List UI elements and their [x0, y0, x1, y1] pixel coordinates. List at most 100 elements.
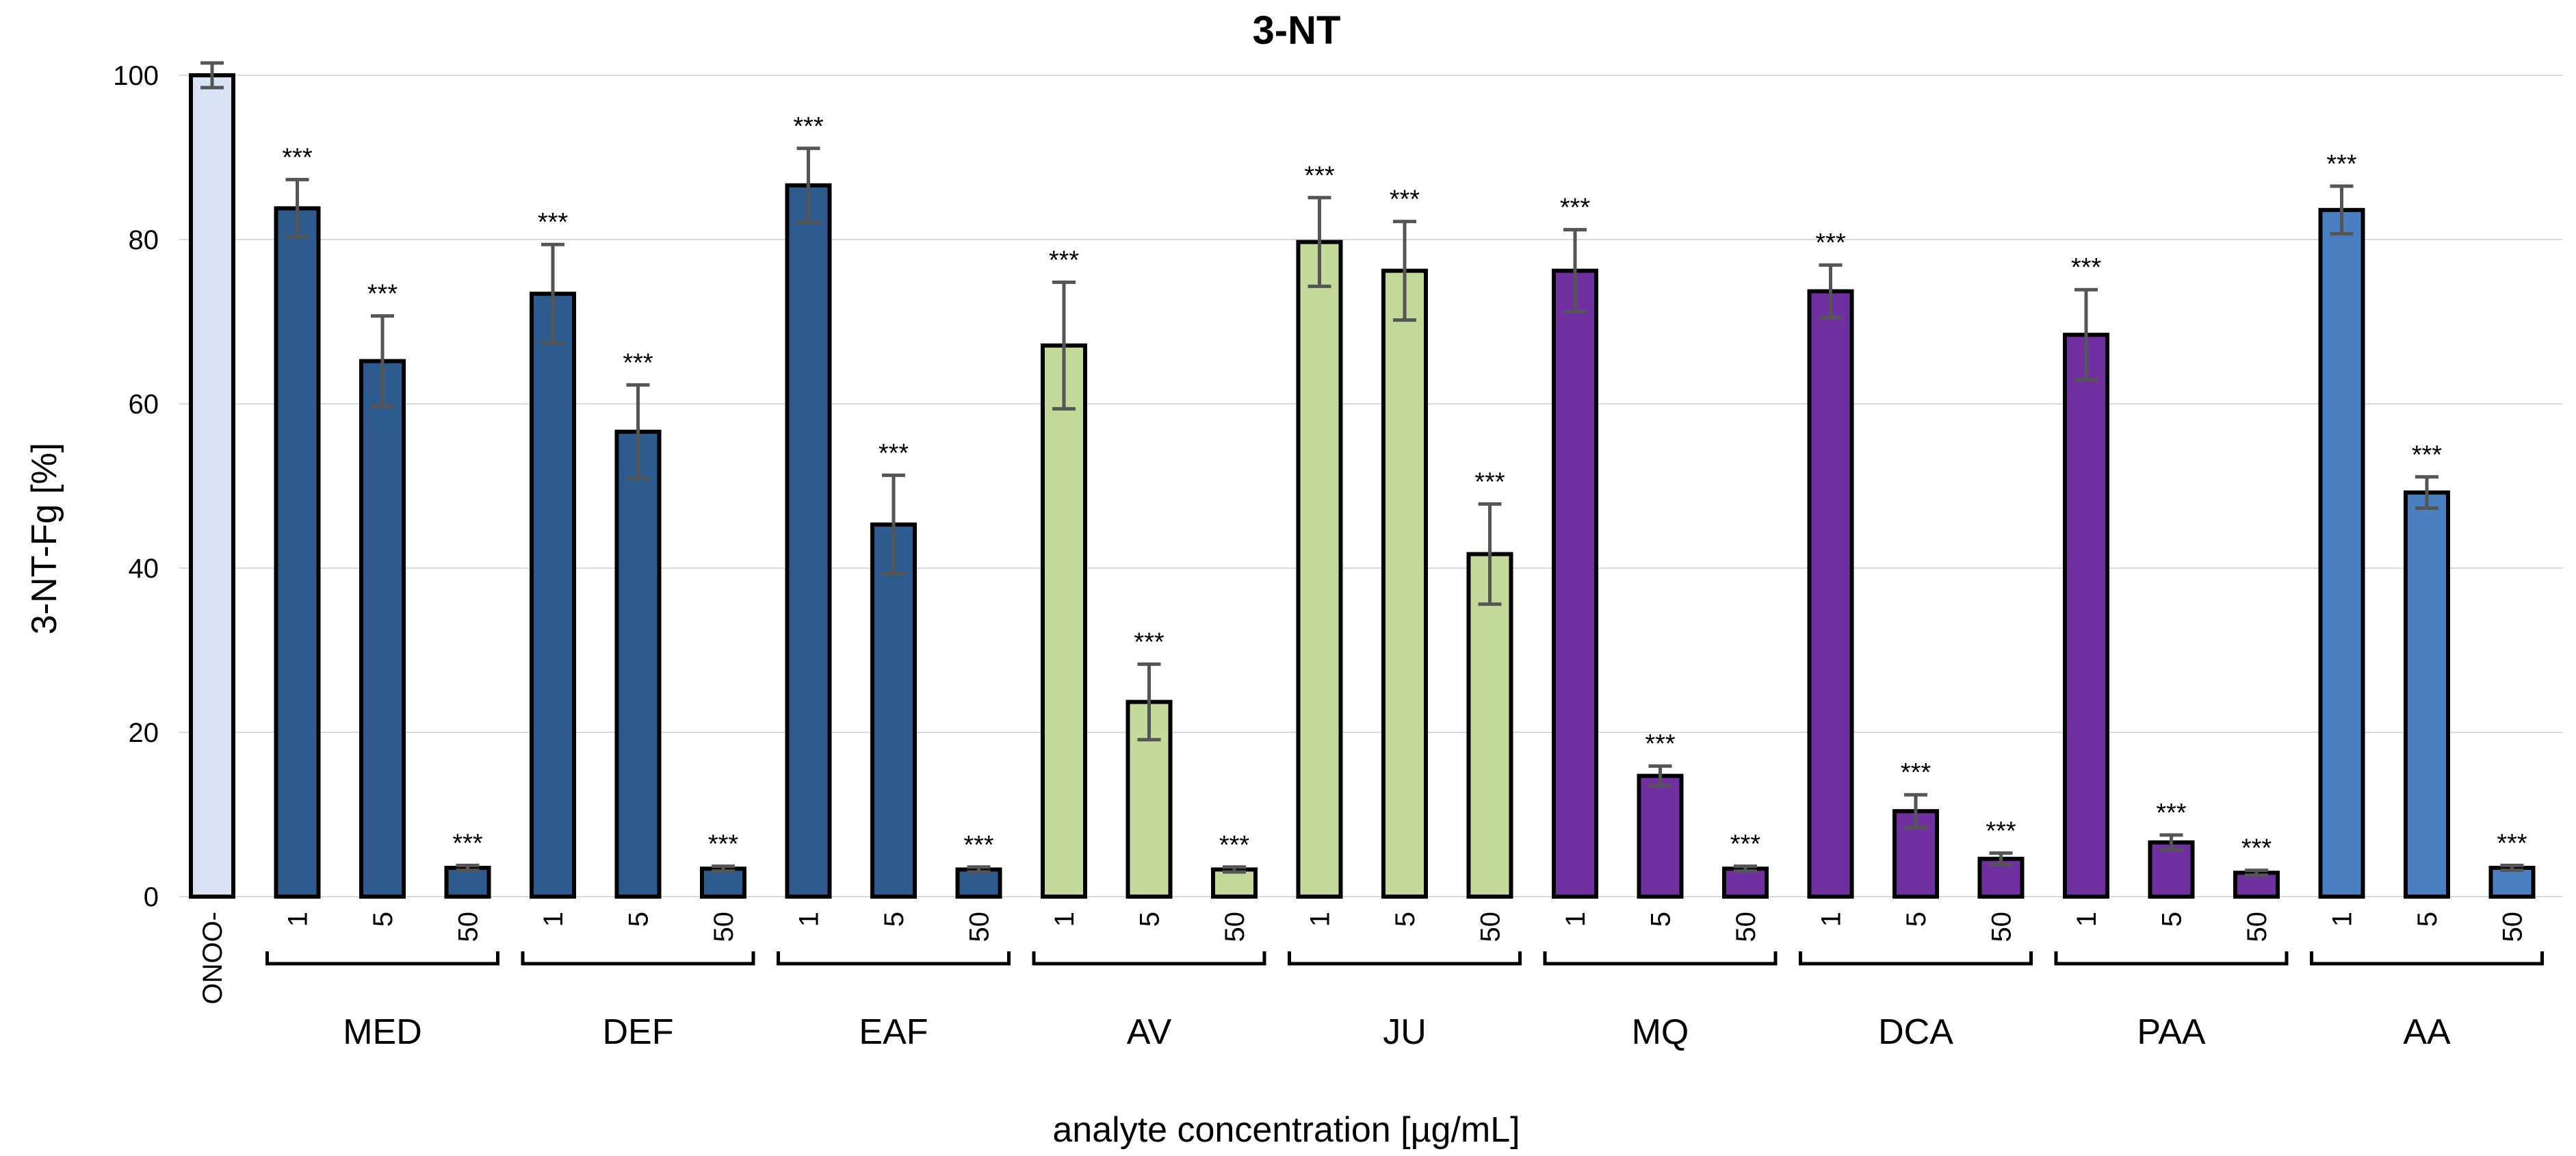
significance-label: ***	[1901, 758, 1931, 787]
significance-label: ***	[1986, 817, 2016, 845]
group-label: AV	[1127, 1012, 1172, 1052]
x-tick-label: 1	[1561, 912, 1591, 927]
significance-label: ***	[2497, 829, 2527, 858]
significance-label: ***	[1049, 246, 1080, 274]
bar	[1722, 866, 1769, 899]
x-tick-label: 50	[1476, 912, 1506, 942]
bar	[1296, 240, 1343, 899]
group-label: DEF	[603, 1012, 674, 1052]
x-tick-label: 50	[2498, 912, 2528, 942]
x-tick-label: 5	[879, 912, 909, 927]
y-tick-label: 40	[129, 554, 159, 584]
control-label: ONOO-	[198, 912, 228, 1005]
x-tick-label: 1	[1305, 912, 1336, 927]
bars	[189, 73, 2536, 899]
significance-label: ***	[2412, 441, 2443, 470]
x-tick-label: 5	[624, 912, 654, 927]
significance-labels: *** *** *** *** *** *** *** *** *** *** *** *** *** *…	[282, 112, 2527, 863]
error-bars	[200, 61, 2524, 877]
x-tick-label: 1	[2328, 912, 2358, 927]
group-label: AA	[2403, 1012, 2451, 1052]
group-label: PAA	[2137, 1012, 2206, 1052]
significance-label: ***	[623, 348, 653, 377]
x-tick-label: 5	[1135, 912, 1165, 927]
significance-label: ***	[1134, 628, 1165, 656]
gridlines	[179, 75, 2562, 897]
bar	[1466, 552, 1513, 899]
bar	[870, 522, 917, 899]
y-tick-label: 80	[129, 225, 159, 255]
x-tick-label: 5	[1390, 912, 1420, 927]
group-bracket	[1543, 951, 1778, 966]
x-tick-label: 5	[2412, 912, 2443, 927]
chart-title: 3-NT	[1253, 8, 1341, 53]
significance-label: ***	[1645, 730, 1676, 758]
significance-label: ***	[367, 280, 398, 309]
x-tick-label: 1	[1817, 912, 1847, 927]
significance-label: ***	[538, 208, 569, 237]
y-tick-label: 100	[113, 61, 159, 91]
x-tick-label: 1	[1050, 912, 1080, 927]
group-brackets: MED DEF EAF AV JU MQ DCA PAA AA	[265, 951, 2544, 1052]
bar	[2488, 866, 2536, 899]
x-tick-label: 50	[1987, 912, 2017, 942]
significance-label: ***	[282, 143, 313, 172]
bar	[1041, 343, 1087, 899]
significance-label: ***	[2241, 834, 2272, 863]
x-tick-label: 1	[538, 912, 569, 927]
group-bracket	[1288, 951, 1522, 966]
x-tick-label: 50	[1220, 912, 1250, 942]
x-tick-label: 50	[2242, 912, 2272, 942]
y-axis-title: 3-NT-Fg [%]	[25, 443, 64, 634]
bar-control	[189, 73, 235, 899]
bar	[700, 866, 746, 899]
x-axis-title: analyte concentration [µg/mL]	[1052, 1110, 1520, 1150]
bar	[1552, 268, 1598, 899]
significance-label: ***	[793, 112, 824, 141]
bar	[1807, 289, 1854, 899]
bar	[530, 292, 576, 899]
significance-label: ***	[452, 829, 483, 858]
bar	[1381, 268, 1428, 899]
x-tick-label: 50	[1731, 912, 1761, 942]
significance-label: ***	[1474, 467, 1505, 496]
bar	[785, 183, 832, 899]
y-axis: 0 20 40 60 80 100	[113, 61, 159, 912]
bar	[1637, 773, 1684, 899]
x-tick-label: 50	[965, 912, 995, 942]
bar	[2318, 207, 2365, 899]
y-tick-label: 0	[144, 882, 159, 912]
bar	[274, 206, 321, 899]
significance-label: ***	[708, 830, 739, 859]
significance-label: ***	[2326, 150, 2357, 179]
significance-label: ***	[1730, 830, 1761, 859]
x-tick-label: 50	[454, 912, 484, 942]
significance-label: ***	[2156, 799, 2187, 827]
group-label: MED	[343, 1012, 422, 1052]
group-bracket	[1032, 951, 1266, 966]
group-label: EAF	[859, 1012, 928, 1052]
group-label: MQ	[1632, 1012, 1689, 1052]
x-category-labels: ONOO- 1 5 50 1 5 50 1 5 50 1 5 50 1 5 50 1 5 50 1 5 50 1 5 50 1 5 5…	[198, 912, 2528, 1005]
bar	[2404, 490, 2450, 899]
significance-label: ***	[1560, 194, 1591, 222]
y-tick-label: 20	[129, 718, 159, 748]
group-label: JU	[1383, 1012, 1427, 1052]
x-tick-label: 1	[794, 912, 824, 927]
bar	[444, 866, 491, 899]
x-tick-label: 1	[283, 912, 313, 927]
bar	[2148, 840, 2195, 899]
x-tick-label: 5	[1646, 912, 1676, 927]
significance-label: ***	[963, 831, 994, 860]
significance-label: ***	[1304, 162, 1335, 190]
significance-label: ***	[1390, 185, 1420, 214]
bar	[614, 429, 662, 899]
significance-label: ***	[879, 439, 909, 467]
x-tick-label: 5	[368, 912, 398, 927]
group-bracket	[2054, 951, 2289, 966]
y-tick-label: 60	[129, 389, 159, 420]
significance-label: ***	[1219, 831, 1250, 860]
group-bracket	[2310, 951, 2544, 966]
group-bracket	[521, 951, 755, 966]
